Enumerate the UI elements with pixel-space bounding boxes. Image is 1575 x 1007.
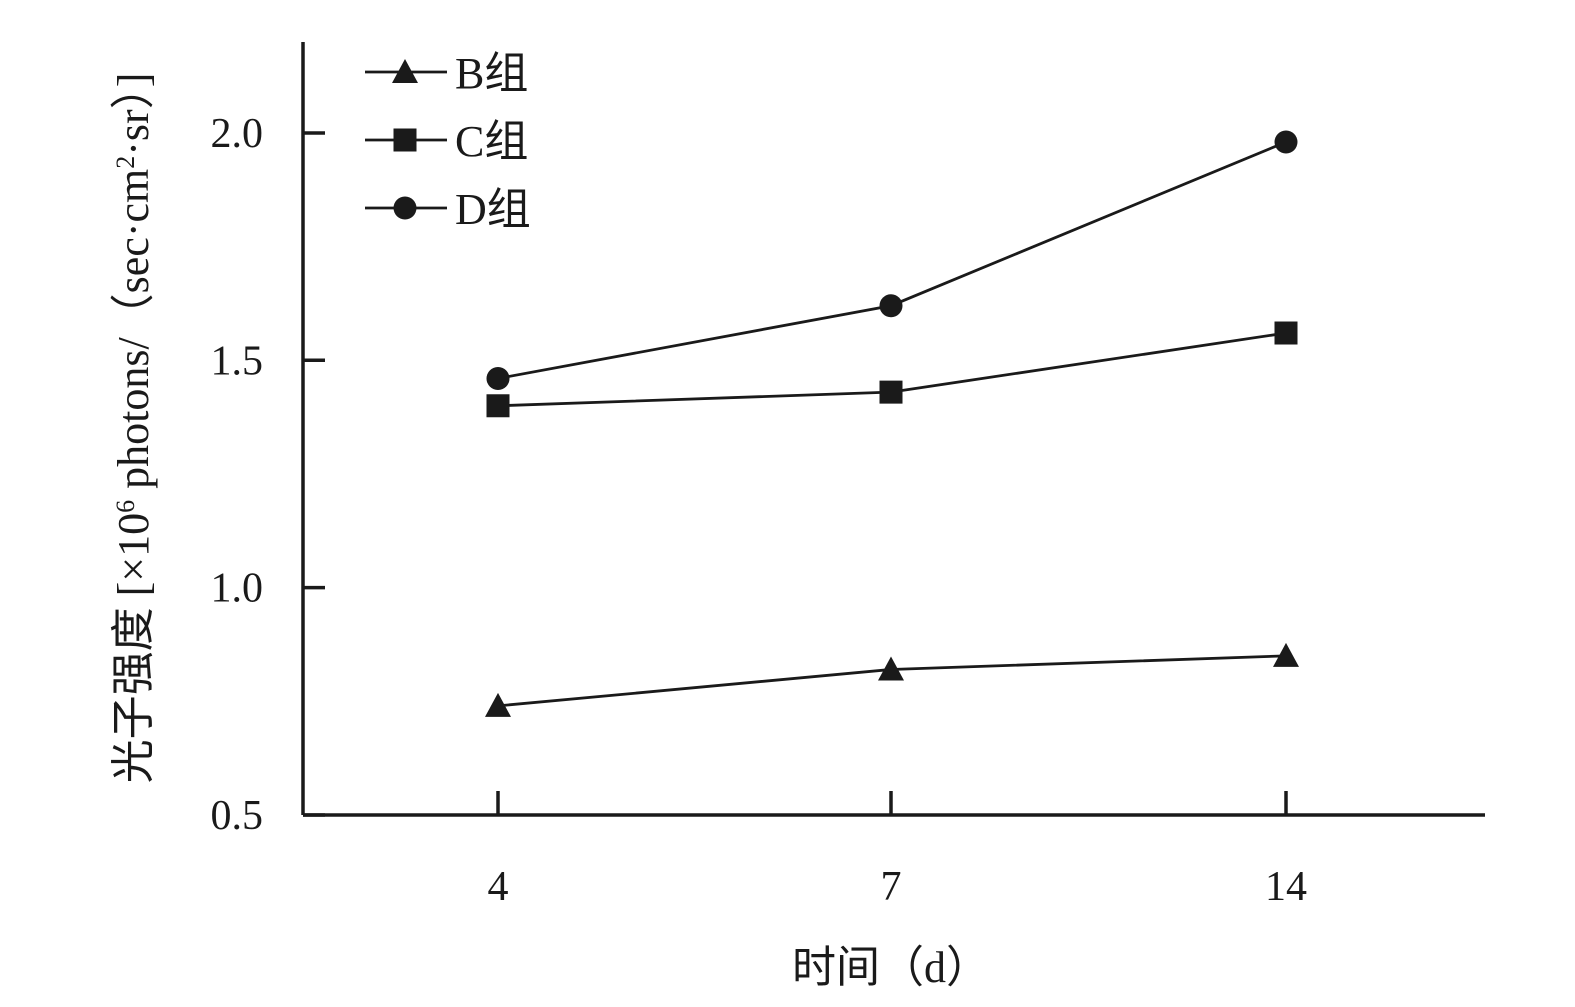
series-3 <box>486 130 1298 390</box>
data-point-triangle <box>878 656 904 681</box>
y-tick-label: 2.0 <box>211 111 264 157</box>
axes <box>301 42 1485 817</box>
legend-marker-triangle <box>392 59 418 84</box>
series-2 <box>486 321 1298 418</box>
y-tick-label: 0.5 <box>211 793 264 839</box>
y-axis-title-exponent: 6 <box>111 500 140 513</box>
y-axis-title-suffix: ·sr）] <box>109 73 158 156</box>
data-point-square <box>1274 321 1298 345</box>
data-point-square <box>486 394 510 418</box>
y-axis-title: 光子强度 [×106 photons/（sec·cm2·sr）] <box>109 73 158 784</box>
y-tick-label: 1.5 <box>211 338 264 384</box>
data-point-triangle <box>1273 642 1299 667</box>
data-point-circle <box>1274 130 1298 154</box>
legend-item: C组 <box>365 117 528 166</box>
legend-marker-circle <box>393 196 417 220</box>
y-ticks: 0.5 1.0 1.5 2.0 <box>211 111 325 839</box>
series-line <box>497 140 1287 380</box>
x-axis-title: 时间（d） <box>792 943 990 992</box>
x-tick-label: 7 <box>881 864 902 910</box>
y-axis-title-exponent-2: 2 <box>111 156 140 169</box>
data-point-circle <box>486 366 510 390</box>
y-tick-label: 1.0 <box>211 566 264 612</box>
data-point-triangle <box>485 692 511 717</box>
legend-label: D组 <box>455 185 531 234</box>
series-layer <box>485 130 1299 717</box>
x-ticks: 4 7 14 <box>488 791 1307 910</box>
x-tick-label: 14 <box>1265 864 1307 910</box>
legend-label: B组 <box>455 49 528 98</box>
x-tick-label: 4 <box>488 864 509 910</box>
legend: B组 C组 D组 <box>365 49 531 234</box>
y-axis-title-prefix: 光子强度 [×10 <box>109 513 158 783</box>
series-1 <box>485 642 1299 717</box>
legend-marker-square <box>393 128 417 152</box>
y-axis-title-middle: photons/（sec·cm <box>109 169 158 500</box>
legend-label: C组 <box>455 117 528 166</box>
legend-item: D组 <box>365 185 531 234</box>
legend-item: B组 <box>365 49 528 98</box>
data-point-square <box>879 380 903 404</box>
data-point-circle <box>879 294 903 318</box>
